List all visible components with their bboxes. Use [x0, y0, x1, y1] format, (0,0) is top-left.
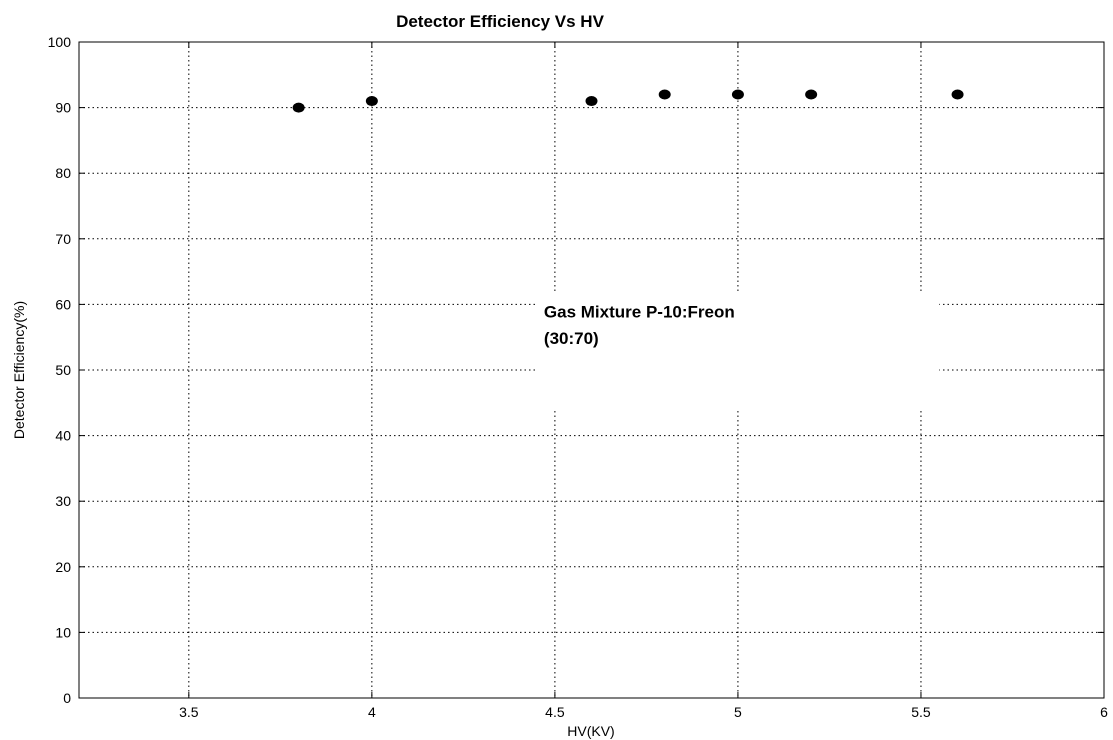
annotations: Gas Mixture P-10:Freon (30:70) — [544, 303, 735, 348]
y-tick-label: 10 — [55, 624, 71, 640]
annotation-text: Gas Mixture P-10:Freon — [544, 303, 735, 322]
x-tick-label: 5 — [734, 704, 742, 720]
data-point — [658, 89, 671, 100]
y-axis-label: Detector Efficiency(%) — [11, 301, 27, 439]
data-point — [805, 89, 818, 100]
x-tick-label: 4 — [368, 704, 376, 720]
x-tick-label: 4.5 — [545, 704, 565, 720]
data-point — [731, 89, 744, 100]
x-tick-label: 5.5 — [911, 704, 931, 720]
y-tick-label: 60 — [55, 296, 71, 312]
y-tick-label: 80 — [55, 165, 71, 181]
data-point — [951, 89, 964, 100]
y-tick-label: 50 — [55, 362, 71, 378]
data-points — [292, 89, 964, 113]
grid-lines — [79, 42, 1104, 698]
x-tick-label: 6 — [1100, 704, 1108, 720]
y-tick-label: 100 — [48, 34, 72, 50]
y-tick-label: 40 — [55, 428, 71, 444]
data-point — [585, 96, 598, 107]
x-axis-label: HV(KV) — [567, 723, 614, 739]
y-tick-label: 70 — [55, 231, 71, 247]
y-tick-label: 0 — [63, 690, 71, 706]
axis-ticks: 0 10 20 30 40 50 60 70 80 90 100 3.5 4 4.5 5 5.5 6 — [48, 34, 1108, 720]
annotation-box — [536, 291, 940, 410]
annotation-text: (30:70) — [544, 329, 599, 348]
y-tick-label: 20 — [55, 559, 71, 575]
chart-title: Detector Efficiency Vs HV — [396, 12, 605, 31]
x-tick-label: 3.5 — [179, 704, 199, 720]
data-point — [292, 102, 305, 113]
data-point — [365, 96, 378, 107]
y-tick-label: 90 — [55, 100, 71, 116]
y-tick-label: 30 — [55, 493, 71, 509]
annotation-background — [536, 291, 940, 410]
